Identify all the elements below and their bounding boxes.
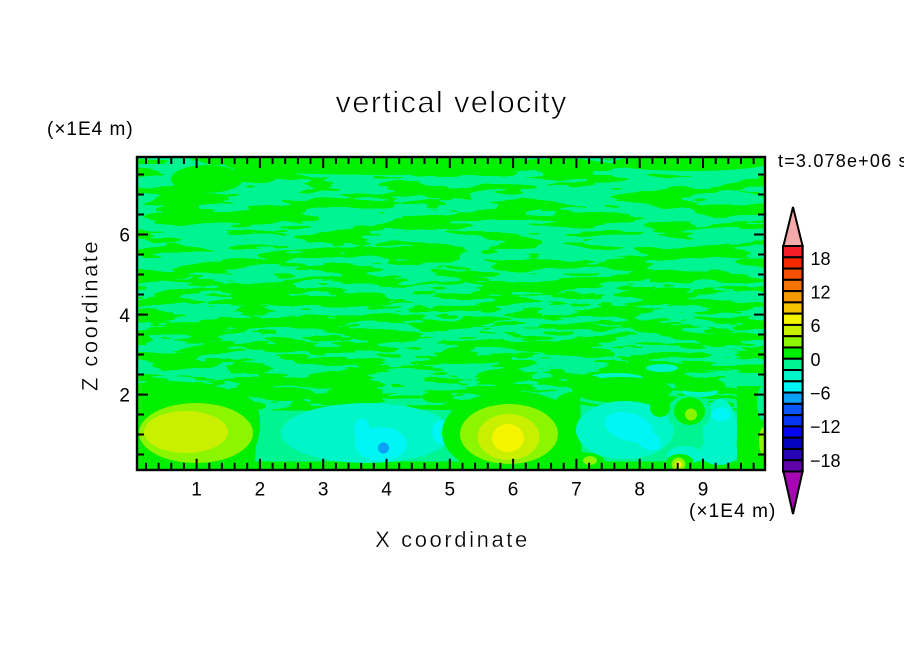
svg-text:−12: −12 xyxy=(810,417,841,437)
svg-text:3: 3 xyxy=(318,480,329,501)
svg-text:vertical velocity: vertical velocity xyxy=(335,85,567,120)
svg-text:2: 2 xyxy=(255,480,266,501)
svg-text:9: 9 xyxy=(698,480,709,501)
svg-text:−18: −18 xyxy=(810,451,841,471)
svg-text:(×1E4 m): (×1E4 m) xyxy=(47,119,134,140)
svg-text:12: 12 xyxy=(811,283,831,303)
svg-text:1: 1 xyxy=(191,480,202,501)
svg-text:18: 18 xyxy=(811,249,831,269)
svg-text:Z coordinate: Z coordinate xyxy=(78,239,103,391)
svg-text:−6: −6 xyxy=(810,384,831,404)
svg-text:6: 6 xyxy=(119,226,130,247)
svg-text:8: 8 xyxy=(634,480,645,501)
svg-text:2: 2 xyxy=(119,386,130,407)
svg-text:(×1E4 m): (×1E4 m) xyxy=(689,501,776,522)
svg-text:4: 4 xyxy=(381,480,392,501)
svg-text:X coordinate: X coordinate xyxy=(375,527,530,552)
svg-text:5: 5 xyxy=(445,480,456,501)
svg-text:7: 7 xyxy=(571,480,582,501)
svg-text:0: 0 xyxy=(811,350,821,370)
svg-text:6: 6 xyxy=(811,316,821,336)
svg-text:t=3.078e+06 s: t=3.078e+06 s xyxy=(778,151,904,171)
svg-text:4: 4 xyxy=(119,306,130,327)
svg-text:6: 6 xyxy=(508,480,519,501)
